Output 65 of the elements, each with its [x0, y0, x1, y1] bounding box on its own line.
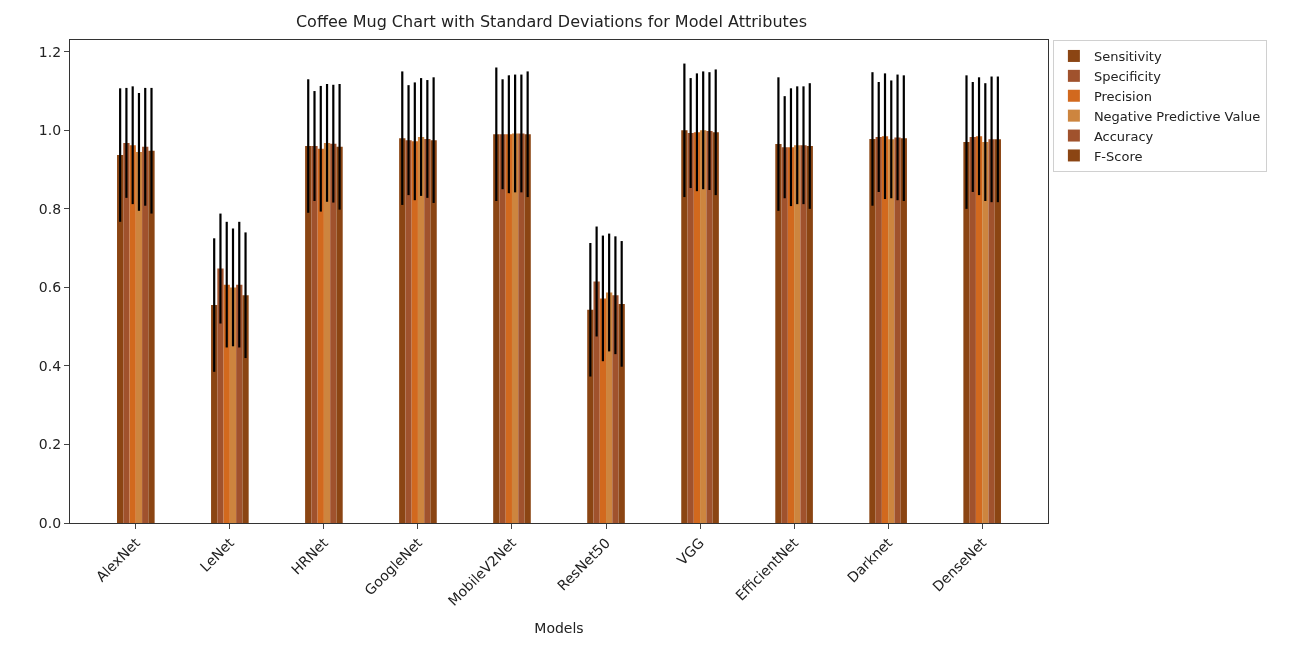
bar	[399, 138, 406, 523]
bar	[518, 133, 525, 523]
legend-label: Negative Predictive Value	[1093, 108, 1261, 124]
legend-label: F-Score	[1093, 148, 1143, 164]
bar	[800, 145, 807, 523]
y-tick-label: 1.2	[38, 43, 62, 60]
bar	[148, 150, 155, 523]
y-tick-label: 0.0	[38, 514, 62, 531]
bar	[875, 136, 882, 523]
bar	[142, 146, 149, 523]
bar	[499, 134, 506, 523]
x-axis-title: Models	[534, 620, 584, 637]
bar	[681, 130, 688, 523]
bar	[417, 136, 425, 523]
y-tick-label: 0.8	[38, 200, 62, 217]
bar	[135, 151, 143, 523]
legend-label: Precision	[1093, 88, 1152, 104]
bar	[430, 140, 437, 523]
bar	[424, 138, 431, 523]
bar	[693, 132, 701, 523]
bar	[323, 142, 331, 523]
bar	[505, 134, 512, 523]
y-tick-label: 0.2	[38, 436, 62, 453]
bar	[524, 134, 531, 523]
bar	[405, 140, 412, 523]
bar	[969, 136, 976, 523]
bar	[593, 281, 600, 523]
bar	[994, 139, 1001, 523]
bar	[511, 133, 519, 523]
bar	[687, 133, 694, 523]
bar	[894, 137, 901, 523]
bar	[411, 141, 418, 523]
bar	[781, 147, 788, 523]
chart-title: Coffee Mug Chart with Standard Deviations for Model Attributes	[295, 12, 807, 32]
bar	[982, 142, 989, 523]
bar	[869, 138, 876, 523]
bar	[317, 148, 324, 523]
legend-label: Sensitivity	[1093, 49, 1162, 65]
bar	[493, 134, 500, 523]
y-tick-label: 1.0	[38, 122, 62, 139]
bar	[330, 143, 337, 523]
bar	[706, 131, 713, 523]
bar	[700, 130, 707, 523]
y-tick-label: 0.4	[38, 357, 62, 374]
bar	[217, 268, 224, 523]
bar	[806, 146, 813, 523]
bar	[988, 139, 995, 523]
bar	[305, 146, 312, 523]
bar	[775, 144, 782, 523]
bar	[117, 155, 124, 523]
bar	[888, 139, 895, 523]
legend-label: Specificity	[1093, 68, 1162, 84]
bar	[311, 146, 318, 523]
bar	[900, 138, 907, 523]
legend-label: Accuracy	[1093, 128, 1154, 144]
bar	[881, 136, 889, 523]
y-tick-label: 0.6	[38, 279, 62, 296]
bar	[336, 146, 343, 523]
bar	[787, 147, 795, 523]
bar	[794, 145, 801, 523]
bar	[129, 145, 136, 523]
bar	[963, 142, 970, 523]
bar	[712, 132, 719, 523]
bar	[123, 142, 130, 523]
bar	[975, 136, 983, 523]
